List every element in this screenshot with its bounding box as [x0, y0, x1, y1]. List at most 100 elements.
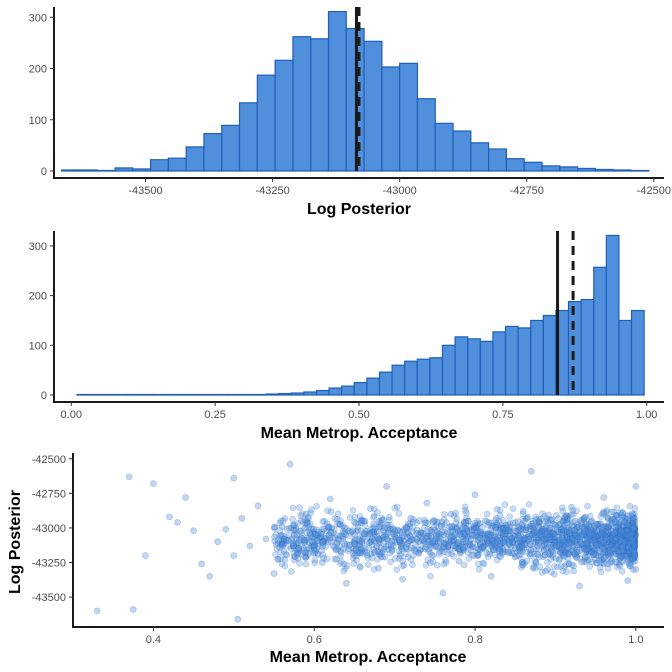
scatter-point	[621, 526, 628, 533]
scatter-point	[631, 511, 638, 518]
scatter-point	[613, 558, 620, 566]
scatter-point	[450, 536, 458, 543]
scatter-point	[490, 540, 497, 548]
scatter-point	[617, 552, 624, 560]
scatter-point	[577, 531, 585, 538]
scatter-point	[468, 551, 476, 559]
scatter-point	[311, 535, 318, 543]
scatter-point	[575, 534, 582, 542]
scatter-point	[334, 510, 342, 518]
scatter-point	[588, 540, 596, 547]
scatter-point	[222, 526, 230, 533]
scatter-point	[549, 532, 557, 540]
scatter-point	[444, 543, 452, 551]
scatter-point	[613, 511, 620, 519]
scatter-point	[297, 534, 305, 542]
x-tick-label: -43000	[383, 185, 417, 197]
scatter-point	[588, 529, 596, 537]
scatter-point	[460, 518, 468, 526]
scatter-point	[535, 518, 543, 526]
scatter-point	[377, 523, 385, 531]
scatter-point	[471, 491, 479, 499]
scatter-point	[624, 542, 632, 549]
histogram-bar	[612, 169, 632, 172]
scatter-point	[339, 535, 347, 542]
scatter-point	[630, 525, 638, 532]
scatter-point	[524, 524, 531, 531]
scatter-point	[576, 547, 584, 554]
scatter-point	[370, 512, 378, 520]
histogram-bar	[328, 387, 343, 396]
scatter-point	[461, 503, 469, 511]
scatter-point	[433, 561, 441, 569]
scatter-point	[619, 551, 627, 559]
scatter-point	[373, 555, 381, 563]
scatter-point	[459, 536, 467, 543]
scatter-point	[444, 550, 452, 558]
scatter-point	[541, 531, 548, 538]
scatter-point	[559, 550, 566, 557]
scatter-point	[396, 555, 403, 562]
scatter-point	[314, 530, 322, 538]
scatter-point	[567, 538, 575, 546]
scatter-point	[322, 534, 330, 542]
scatter-point	[591, 550, 599, 557]
scatter-point	[364, 554, 372, 562]
x-tick-label: -42750	[510, 185, 544, 197]
scatter-point	[374, 547, 381, 555]
scatter-point	[277, 548, 284, 556]
scatter-point	[481, 543, 488, 551]
scatter-point	[462, 509, 470, 517]
scatter-point	[571, 517, 579, 525]
scatter-point	[466, 538, 474, 545]
histogram-bar	[76, 393, 91, 396]
scatter-point	[630, 522, 638, 530]
scatter-point	[349, 506, 357, 514]
scatter-point	[303, 529, 310, 536]
scatter-point	[560, 522, 568, 529]
scatter-point	[628, 525, 636, 533]
scatter-point	[324, 507, 331, 515]
scatter-point	[554, 543, 561, 551]
scatter-point	[310, 528, 318, 536]
scatter-point	[616, 521, 623, 528]
scatter-point	[551, 571, 558, 578]
scatter-point	[449, 526, 456, 533]
scatter-point	[413, 536, 421, 543]
scatter-point	[583, 523, 591, 531]
scatter-point	[618, 534, 626, 542]
y-tick-label: 300	[29, 12, 47, 24]
scatter-point	[538, 528, 545, 536]
scatter-point	[553, 511, 560, 519]
scatter-point	[482, 540, 490, 548]
scatter-point	[337, 522, 344, 529]
scatter-point	[511, 553, 519, 561]
scatter-point	[592, 524, 600, 532]
scatter-point	[448, 550, 456, 557]
scatter-point	[352, 520, 360, 527]
scatter-point	[566, 526, 573, 534]
scatter-point	[624, 556, 632, 564]
scatter-point	[534, 542, 541, 550]
scatter-point	[522, 526, 530, 534]
scatter-point	[558, 526, 565, 534]
scatter-point	[631, 543, 639, 551]
scatter-point	[281, 537, 288, 545]
scatter-point	[350, 547, 358, 555]
scatter-point	[625, 527, 632, 535]
scatter-point	[413, 535, 420, 543]
scatter-point	[628, 525, 635, 532]
scatter-point	[428, 526, 435, 534]
scatter-point	[629, 535, 637, 542]
scatter-point	[430, 524, 438, 531]
scatter-point	[370, 537, 378, 544]
scatter-point	[619, 530, 626, 538]
scatter-point	[562, 534, 570, 541]
scatter-point	[593, 532, 601, 540]
scatter-point	[586, 556, 593, 563]
scatter-point	[528, 467, 535, 475]
scatter-point	[442, 559, 450, 566]
scatter-point	[383, 531, 390, 539]
scatter-point	[560, 525, 568, 533]
scatter-point	[363, 538, 371, 545]
